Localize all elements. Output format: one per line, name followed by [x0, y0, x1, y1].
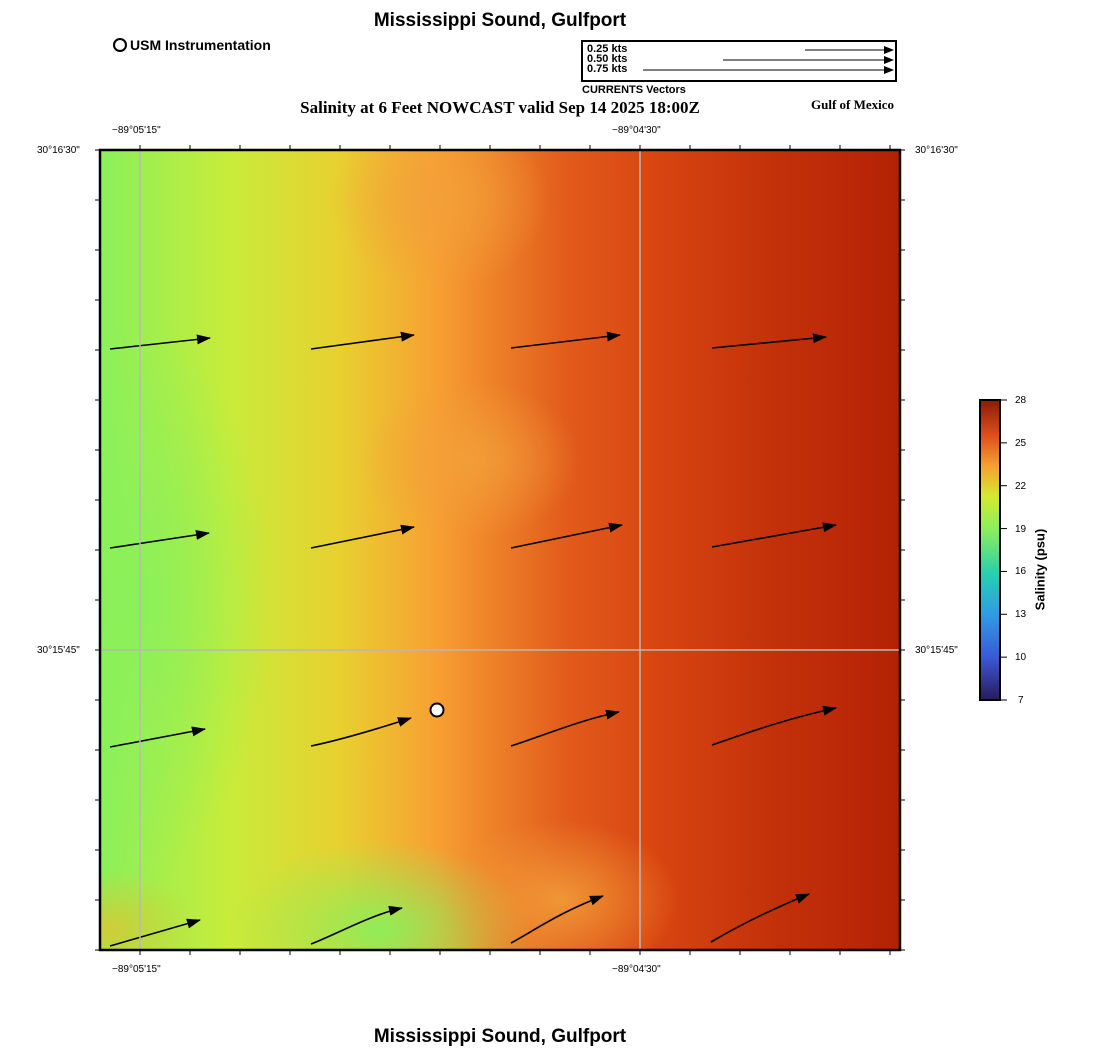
lon-tick-label-bottom: −89°04'30" — [612, 964, 661, 975]
lat-tick-label-right: 30°16'30" — [915, 145, 958, 156]
colorbar-tick-label: 10 — [1015, 652, 1027, 663]
current-vector-arrow — [310, 905, 403, 945]
salinity-field — [100, 150, 900, 950]
colorbar-ticks — [1000, 399, 1007, 701]
frame-ticks — [95, 145, 905, 955]
legend-label-050: 0.50 kts — [587, 53, 628, 65]
footer-title: Mississippi Sound, Gulfport — [373, 1026, 627, 1047]
lon-tick-label-top: −89°05'15" — [112, 125, 161, 136]
lat-tick-label-left: 30°16'30" — [37, 145, 80, 156]
current-legend-arrows — [643, 46, 894, 74]
lon-tick-label-top: −89°04'30" — [612, 125, 661, 136]
current-vector-arrow — [310, 717, 412, 747]
colorbar-tick-label: 16 — [1015, 566, 1027, 577]
current-vector-arrow — [310, 524, 415, 549]
current-legend-caption: CURRENTS Vectors — [582, 84, 686, 96]
colorbar-tick-label: 28 — [1015, 395, 1027, 406]
current-vector-arrow — [510, 331, 621, 349]
region-label: Gulf of Mexico — [811, 97, 895, 112]
colorbar-tick-label: 13 — [1015, 609, 1027, 620]
current-vector-arrow — [510, 895, 604, 944]
map-title: Mississippi Sound, Gulfport — [373, 10, 627, 31]
current-vectors — [109, 331, 837, 947]
station-legend: USM Instrumentation — [113, 37, 271, 53]
usm-station-marker[interactable] — [429, 702, 445, 718]
lon-tick-label-bottom: −89°05'15" — [112, 964, 161, 975]
colorbar-tick-label: 25 — [1015, 438, 1027, 449]
legend-label-025: 0.25 kts — [587, 43, 628, 55]
current-vector-arrow — [710, 893, 810, 943]
colorbar-tick-label: 19 — [1015, 524, 1027, 535]
current-vector-arrow — [510, 522, 623, 549]
colorbar-tick-label: 7 — [1018, 695, 1024, 706]
colorbar — [979, 399, 1001, 701]
station-legend-label: USM Instrumentation — [130, 37, 271, 53]
current-vector-arrow — [109, 334, 211, 350]
current-vector-arrow — [109, 918, 201, 947]
colorbar-label: Salinity (psu) — [1032, 528, 1048, 611]
current-vector-arrow — [510, 709, 620, 747]
station-marker-icon — [113, 38, 127, 52]
current-vector-arrow — [711, 333, 827, 349]
current-vector-arrow — [109, 726, 206, 748]
lat-tick-label-right: 30°15'45" — [915, 645, 958, 656]
current-vector-arrow — [109, 530, 210, 549]
current-vector-arrow — [310, 331, 415, 350]
current-vector-legend: 0.25 kts 0.50 kts 0.75 kts — [581, 40, 897, 82]
legend-label-075: 0.75 kts — [587, 63, 628, 75]
colorbar-tick-label: 22 — [1015, 481, 1027, 492]
current-vector-arrow — [711, 705, 837, 746]
map-subtitle: Salinity at 6 Feet NOWCAST valid Sep 14 … — [300, 98, 700, 117]
current-vector-arrow — [711, 522, 837, 548]
lat-tick-label-left: 30°15'45" — [37, 645, 80, 656]
